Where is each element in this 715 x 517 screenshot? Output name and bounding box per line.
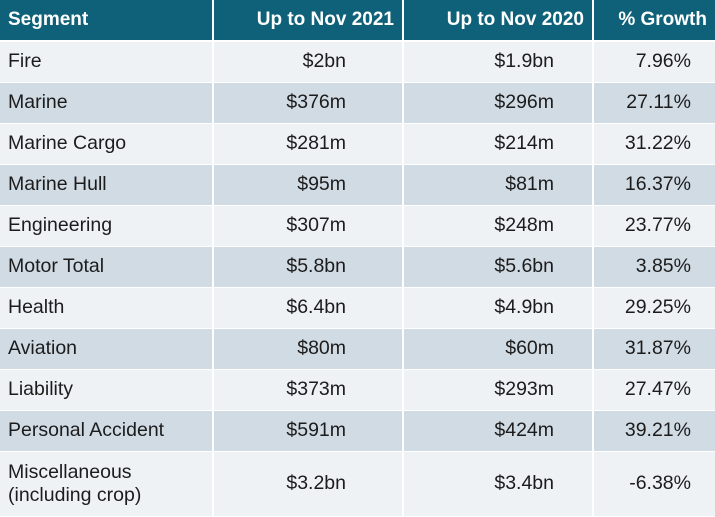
header-segment: Segment — [0, 0, 214, 42]
nov-2021-cell: $373m — [213, 369, 404, 411]
segment-cell: Liability — [0, 369, 214, 411]
table-row: Liability $373m $293m 27.47% — [0, 369, 715, 411]
growth-cell: 27.11% — [593, 82, 715, 124]
header-nov-2021: Up to Nov 2021 — [213, 0, 404, 42]
header-row: Segment Up to Nov 2021 Up to Nov 2020 % … — [0, 0, 715, 42]
segment-cell: Personal Accident — [0, 410, 214, 452]
table-row: Marine $376m $296m 27.11% — [0, 82, 715, 124]
segment-cell: Miscellaneous (including crop) — [0, 451, 214, 517]
growth-cell: -6.38% — [593, 451, 715, 517]
nov-2021-cell: $6.4bn — [213, 287, 404, 329]
segment-cell: Marine — [0, 82, 214, 124]
growth-cell: 27.47% — [593, 369, 715, 411]
table-row: Aviation $80m $60m 31.87% — [0, 328, 715, 370]
nov-2020-cell: $5.6bn — [403, 246, 594, 288]
nov-2021-cell: $80m — [213, 328, 404, 370]
table-row: Engineering $307m $248m 23.77% — [0, 205, 715, 247]
growth-cell: 31.22% — [593, 123, 715, 165]
table-row: Marine Cargo $281m $214m 31.22% — [0, 123, 715, 165]
nov-2020-cell: $1.9bn — [403, 41, 594, 83]
segment-cell: Engineering — [0, 205, 214, 247]
table-row: Motor Total $5.8bn $5.6bn 3.85% — [0, 246, 715, 288]
segment-cell: Fire — [0, 41, 214, 83]
growth-cell: 7.96% — [593, 41, 715, 83]
nov-2021-cell: $281m — [213, 123, 404, 165]
growth-cell: 23.77% — [593, 205, 715, 247]
nov-2021-cell: $591m — [213, 410, 404, 452]
header-nov-2020: Up to Nov 2020 — [403, 0, 594, 42]
growth-cell: 16.37% — [593, 164, 715, 206]
nov-2020-cell: $296m — [403, 82, 594, 124]
nov-2021-cell: $5.8bn — [213, 246, 404, 288]
growth-cell: 31.87% — [593, 328, 715, 370]
segment-cell: Motor Total — [0, 246, 214, 288]
table-row: Personal Accident $591m $424m 39.21% — [0, 410, 715, 452]
table-row: Miscellaneous (including crop) $3.2bn $3.4b… — [0, 451, 715, 517]
growth-cell: 3.85% — [593, 246, 715, 288]
header-growth: % Growth — [593, 0, 715, 42]
segment-cell: Marine Hull — [0, 164, 214, 206]
nov-2020-cell: $60m — [403, 328, 594, 370]
table-row: Health $6.4bn $4.9bn 29.25% — [0, 287, 715, 329]
nov-2021-cell: $307m — [213, 205, 404, 247]
growth-cell: 39.21% — [593, 410, 715, 452]
growth-cell: 29.25% — [593, 287, 715, 329]
table-row: Marine Hull $95m $81m 16.37% — [0, 164, 715, 206]
nov-2020-cell: $424m — [403, 410, 594, 452]
nov-2021-cell: $3.2bn — [213, 451, 404, 517]
table-body: Fire $2bn $1.9bn 7.96% Marine $376m $296m 27.11… — [0, 41, 715, 517]
nov-2020-cell: $214m — [403, 123, 594, 165]
nov-2020-cell: $81m — [403, 164, 594, 206]
nov-2020-cell: $4.9bn — [403, 287, 594, 329]
segment-cell: Marine Cargo — [0, 123, 214, 165]
segment-cell: Health — [0, 287, 214, 329]
nov-2021-cell: $376m — [213, 82, 404, 124]
nov-2021-cell: $95m — [213, 164, 404, 206]
nov-2020-cell: $248m — [403, 205, 594, 247]
table-row: Fire $2bn $1.9bn 7.96% — [0, 41, 715, 83]
nov-2021-cell: $2bn — [213, 41, 404, 83]
nov-2020-cell: $293m — [403, 369, 594, 411]
nov-2020-cell: $3.4bn — [403, 451, 594, 517]
segment-cell: Aviation — [0, 328, 214, 370]
